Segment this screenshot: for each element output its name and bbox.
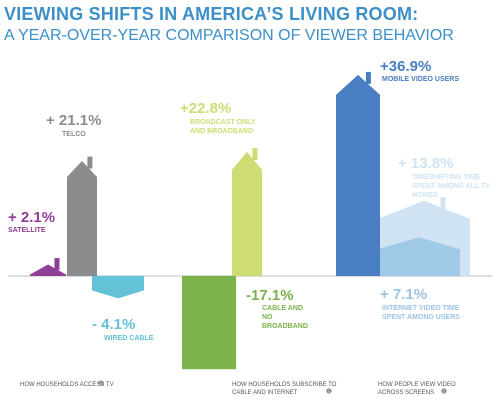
- value-label-mobile-video: +36.9%: [380, 58, 431, 75]
- value-label-cable-no-broadband: -17.1%: [246, 287, 294, 304]
- bar-cable-no-broadband: [182, 276, 236, 370]
- info-icon: [441, 388, 447, 394]
- category-label-wired-cable: WIRED CABLE: [104, 335, 154, 342]
- chart-subtitle: A YEAR-OVER-YEAR COMPARISON OF VIEWER BE…: [4, 27, 454, 44]
- info-icon-glyph: i: [443, 389, 444, 394]
- category-label-timeshifting: SPENT AMONG ALL TV: [412, 183, 490, 190]
- category-label-timeshifting: TIMESHIFTING TIME: [412, 174, 480, 181]
- info-icon: [98, 380, 104, 386]
- value-label-satellite: + 2.1%: [8, 209, 55, 226]
- bar-satellite-chimney: [54, 258, 60, 271]
- category-label-cable-no-broadband: NO: [262, 314, 273, 321]
- info-icon-glyph: i: [100, 381, 101, 386]
- category-label-cable-no-broadband: BROADBAND: [262, 323, 308, 330]
- category-label-internet-video: SPENT AMONG USERS: [382, 314, 460, 321]
- category-label-cable-no-broadband: CABLE AND: [262, 305, 303, 312]
- group-label-view: HOW PEOPLE VIEW VIDEO: [378, 382, 456, 388]
- value-label-wired-cable: - 4.1%: [92, 316, 135, 333]
- info-icon: [326, 388, 332, 394]
- bar-timeshifting-chimney: [440, 197, 446, 210]
- bar-broadcast-broadband-chimney: [252, 148, 258, 161]
- category-label-telco: TELCO: [62, 131, 86, 138]
- bar-internet-video: [378, 237, 460, 276]
- bar-mobile-video-chimney: [365, 71, 371, 84]
- chart-title: VIEWING SHIFTS IN AMERICA’S LIVING ROOM:: [4, 4, 419, 24]
- group-label-view: ACROSS SCREENS: [378, 390, 434, 396]
- group-label-access: HOW HOUSEHOLDS ACCESS TV: [20, 382, 114, 388]
- value-label-broadcast-broadband: +22.8%: [180, 100, 231, 117]
- bar-telco: [67, 161, 97, 276]
- category-label-internet-video: INTERNET VIDEO TIME: [382, 305, 460, 312]
- category-label-timeshifting: HOMES: [412, 192, 438, 199]
- bar-mobile-video: [336, 74, 380, 277]
- value-label-timeshifting: + 13.8%: [398, 155, 453, 172]
- category-label-mobile-video: MOBILE VIDEO USERS: [382, 76, 459, 83]
- bar-satellite: [30, 264, 66, 276]
- category-label-broadcast-broadband: BROADCAST ONLY: [190, 119, 256, 126]
- group-label-subscribe: HOW HOUSEHOLDS SUBSCRIBE TO: [232, 382, 337, 388]
- bar-wired-cable: [92, 276, 144, 299]
- category-label-broadcast-broadband: AND BROADBAND: [190, 128, 253, 135]
- category-label-satellite: SATELLITE: [8, 227, 46, 234]
- value-label-telco: + 21.1%: [46, 112, 101, 129]
- value-label-internet-video: + 7.1%: [380, 286, 427, 303]
- info-icon-glyph: i: [328, 389, 329, 394]
- bar-telco-chimney: [87, 156, 93, 169]
- group-label-subscribe: CABLE AND INTERNET: [232, 390, 298, 396]
- bar-broadcast-broadband: [232, 151, 262, 276]
